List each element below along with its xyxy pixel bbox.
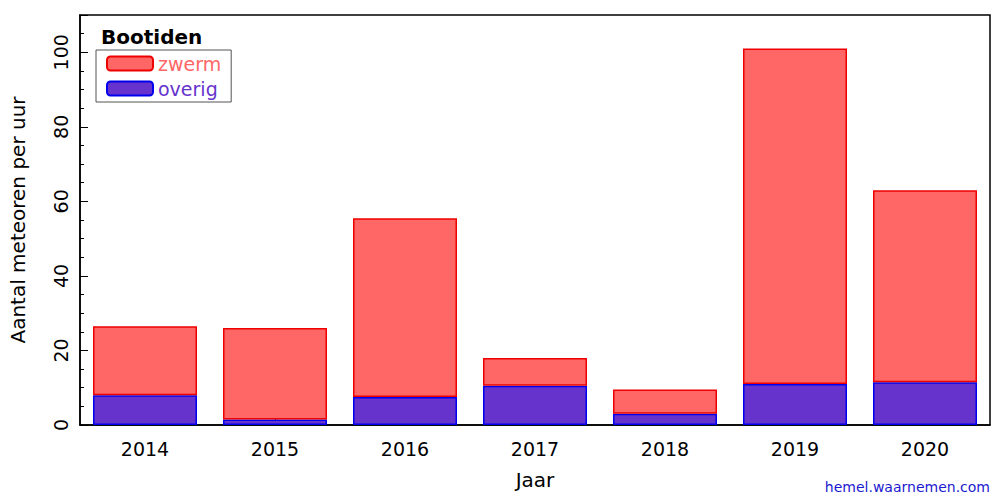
svg-text:2018: 2018 — [641, 438, 689, 460]
svg-text:60: 60 — [50, 189, 72, 213]
svg-text:2019: 2019 — [771, 438, 819, 460]
svg-text:Aantal meteoren per uur: Aantal meteoren per uur — [6, 96, 30, 344]
svg-text:100: 100 — [50, 34, 72, 70]
svg-text:Jaar: Jaar — [514, 468, 555, 492]
svg-text:overig: overig — [158, 78, 218, 100]
svg-text:2017: 2017 — [511, 438, 559, 460]
svg-text:hemel.waarnemen.com: hemel.waarnemen.com — [825, 479, 990, 495]
svg-text:40: 40 — [50, 264, 72, 288]
svg-text:zwerm: zwerm — [158, 53, 221, 75]
svg-text:2014: 2014 — [121, 438, 169, 460]
svg-text:80: 80 — [50, 115, 72, 139]
svg-text:2015: 2015 — [251, 438, 299, 460]
svg-text:2016: 2016 — [381, 438, 429, 460]
svg-text:Bootiden: Bootiden — [101, 25, 202, 49]
svg-text:2020: 2020 — [901, 438, 949, 460]
svg-text:20: 20 — [50, 338, 72, 362]
svg-text:0: 0 — [50, 419, 72, 431]
